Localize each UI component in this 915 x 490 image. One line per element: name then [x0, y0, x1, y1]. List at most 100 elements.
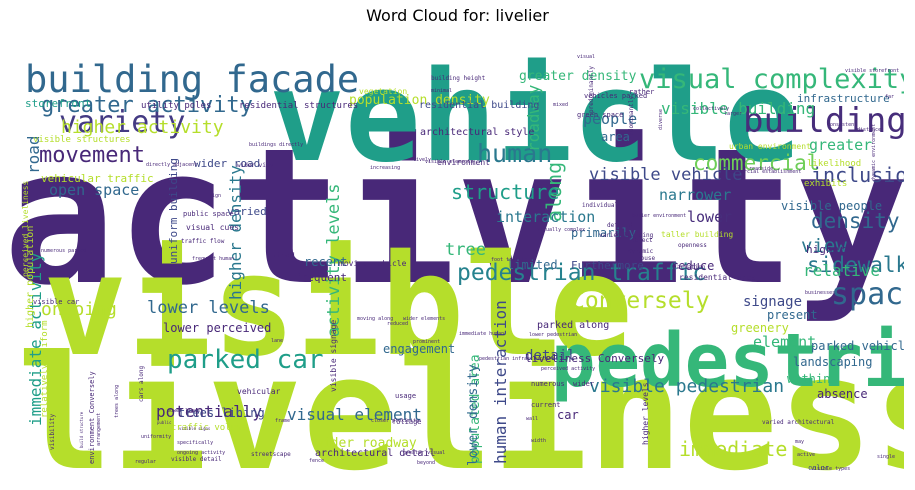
word-space: space: [831, 277, 904, 312]
word-power-lines: power lines: [167, 408, 200, 414]
word-may: may: [795, 439, 804, 445]
word-width: width: [531, 438, 546, 444]
word-regular: regular: [135, 459, 156, 465]
word-wider-view: wider view: [237, 162, 274, 169]
word-parked-along: parked along: [537, 320, 609, 331]
word-inclusion: inclusion: [811, 163, 904, 187]
word-cars-along: cars along: [138, 365, 145, 402]
word-streetscape: streetscape: [251, 451, 291, 458]
word-structure: structure: [451, 180, 559, 204]
word-visible-car: visible car: [33, 298, 79, 306]
word-absence: absence: [817, 387, 868, 401]
word-roadside: roadside: [749, 166, 773, 172]
word-activity-levels: activity levels: [324, 183, 344, 337]
word-visually-complex: visually complex: [537, 227, 585, 233]
word-varied-building: varied building: [599, 232, 654, 239]
word-openness: openness: [678, 242, 707, 249]
word-commercial-establishment: commercial establishment: [729, 169, 801, 175]
word-trees-along: trees along: [114, 385, 120, 418]
word-directly-adjacent: directly adjacent: [146, 162, 197, 168]
word-urban-environment: urban environment: [729, 142, 811, 151]
word-population-density: population density: [349, 93, 490, 108]
word-house: house: [637, 255, 655, 262]
word-architectural-detail: architectural detail: [315, 448, 435, 459]
word-pedestrian-traffic: pedestrian traffic: [457, 260, 706, 286]
word-active: active: [797, 452, 815, 458]
word-detail: detail: [525, 348, 576, 364]
word-visible-detail: visible detail: [171, 456, 222, 463]
word-visual: visual: [577, 54, 595, 60]
word-residential-area: residential area: [679, 273, 756, 282]
word-taller-building: taller building: [661, 230, 733, 239]
word-visible: visible: [43, 225, 633, 388]
word-wall: wall: [526, 416, 538, 422]
word-likelihood: likelihood: [807, 159, 861, 169]
word-greater: greater: [809, 136, 872, 154]
word-numerous-parked: numerous parked: [41, 248, 86, 254]
word-element: element: [753, 333, 816, 351]
word-pedestrian: pedestrian: [551, 318, 904, 404]
word-road: road: [24, 135, 43, 174]
word-foliage: foliage: [392, 418, 422, 426]
word-storefront: storefront: [25, 97, 91, 110]
word-primarily: primarily: [571, 226, 636, 240]
word-present: present: [767, 308, 818, 322]
word-building: building: [743, 101, 904, 141]
word-current: current: [531, 401, 561, 409]
word-limited: limited: [507, 258, 558, 272]
word-liveliness-conversely: liveliness Conversely: [525, 352, 664, 365]
word-moving-along: moving along: [357, 316, 393, 322]
word-traffic-flow: traffic flow: [181, 238, 225, 245]
word-building-facade: building facade: [25, 58, 359, 101]
word-higher-activity: higher activity: [61, 117, 224, 138]
word-visible-structures: visible structures: [33, 135, 131, 145]
word-relatively-uniform: relatively uniform: [40, 320, 50, 418]
word-movement: movement: [39, 143, 145, 168]
word-interaction: interaction: [496, 208, 595, 226]
word-reduced: reduced: [387, 321, 408, 327]
word-perceived-activity: perceived activity: [541, 366, 595, 372]
word-wider-road: wider road: [194, 157, 260, 170]
word-cloud: activity liveliness visible vehicle pedestri…: [11, 32, 904, 479]
word-frequent-human: frequent human: [192, 256, 234, 262]
word-along: along: [542, 162, 566, 222]
word-green-space: green space: [577, 111, 623, 119]
word-vehicles-parked: vehicles parked: [584, 92, 647, 100]
figure-title: Word Cloud for: livelier: [366, 6, 549, 25]
word-traffic-volume: traffic volume: [171, 423, 247, 433]
word-residential-building: residential building: [419, 100, 539, 111]
word-build-structure: build structure: [79, 411, 84, 448]
word-collectively: collectively: [693, 106, 729, 112]
word-human-interaction: human interaction: [491, 300, 510, 464]
word-greater-activity: greater activity: [41, 93, 253, 118]
word-area: area: [601, 130, 630, 144]
word-numerous: numerous: [531, 380, 565, 388]
word-color: color: [808, 464, 829, 472]
word-visual-element: visual element: [287, 405, 422, 424]
word-lower-pedestrian: lower pedestrian: [529, 332, 577, 338]
word-moving-vehicle: moving vehicle: [339, 259, 407, 268]
word-businesses: businesses: [805, 290, 835, 296]
word-activity: activity: [11, 108, 904, 327]
word-narrower: narrower: [659, 186, 731, 204]
word-predominantly: predominantly: [628, 96, 635, 143]
word-lower: lower: [687, 208, 732, 226]
word-higher-population: higher population: [25, 226, 36, 328]
word-signage: signage: [743, 294, 802, 310]
word-larger: larger: [724, 111, 742, 117]
word-wider-roadway: wider roadway: [315, 436, 417, 451]
word-visible-building: visible building: [661, 99, 815, 118]
word-trees-lining: trees lining: [178, 406, 265, 420]
word-busier-environment: busier environment: [632, 213, 686, 219]
word-ongoing-activity: ongoing activity: [177, 450, 225, 456]
word-beyond: beyond: [417, 460, 435, 466]
word-rather: rather: [629, 88, 654, 96]
word-immediate: immediate: [679, 437, 787, 461]
word-increasing: increasing: [370, 165, 400, 171]
word-usage: usage: [395, 392, 416, 400]
word-relative: relative: [803, 261, 880, 280]
word-visible-signage: visible signage: [329, 320, 338, 392]
word-variation: variation: [673, 264, 706, 271]
word-specifically: specifically: [177, 440, 213, 446]
word-linked: linked: [273, 252, 295, 259]
